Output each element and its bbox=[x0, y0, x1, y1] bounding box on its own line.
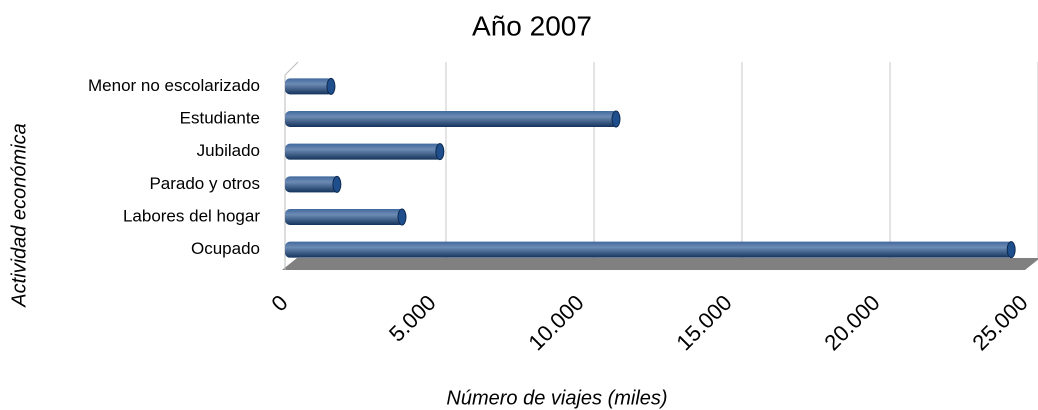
wall-edge bbox=[284, 61, 299, 76]
bar-shade bbox=[285, 143, 442, 160]
x-tick-label: 0 bbox=[266, 290, 292, 316]
y-tick-label: Menor no escolarizado bbox=[88, 76, 260, 95]
y-tick-label: Labores del hogar bbox=[123, 206, 260, 225]
floor bbox=[282, 258, 1038, 270]
bar-shade bbox=[285, 241, 1014, 258]
bar-cap bbox=[435, 143, 445, 161]
bar-cap bbox=[611, 110, 621, 128]
bar-cap bbox=[1006, 241, 1016, 259]
y-axis-title: Actividad económica bbox=[8, 123, 30, 307]
x-tick-label: 25.000 bbox=[967, 290, 1032, 355]
bar-shade bbox=[285, 176, 339, 193]
bar-cap bbox=[332, 175, 342, 193]
x-tick-label: 15.000 bbox=[671, 290, 736, 355]
y-tick-label: Jubilado bbox=[197, 141, 260, 160]
x-tick-label: 20.000 bbox=[819, 290, 884, 355]
y-tick-label: Estudiante bbox=[180, 108, 260, 127]
chart-title: Año 2007 bbox=[472, 10, 592, 41]
y-tick-label: Ocupado bbox=[191, 239, 260, 258]
bar-shade bbox=[285, 78, 333, 95]
bar-cap bbox=[326, 77, 336, 95]
x-axis-title: Número de viajes (miles) bbox=[446, 387, 667, 409]
bar-cap bbox=[397, 208, 407, 226]
y-tick-label: Parado y otros bbox=[149, 174, 260, 193]
x-tick-label: 5.000 bbox=[384, 290, 441, 347]
x-tick-label: 10.000 bbox=[523, 290, 588, 355]
bar-shade bbox=[285, 209, 404, 225]
bar-shade bbox=[285, 111, 618, 127]
